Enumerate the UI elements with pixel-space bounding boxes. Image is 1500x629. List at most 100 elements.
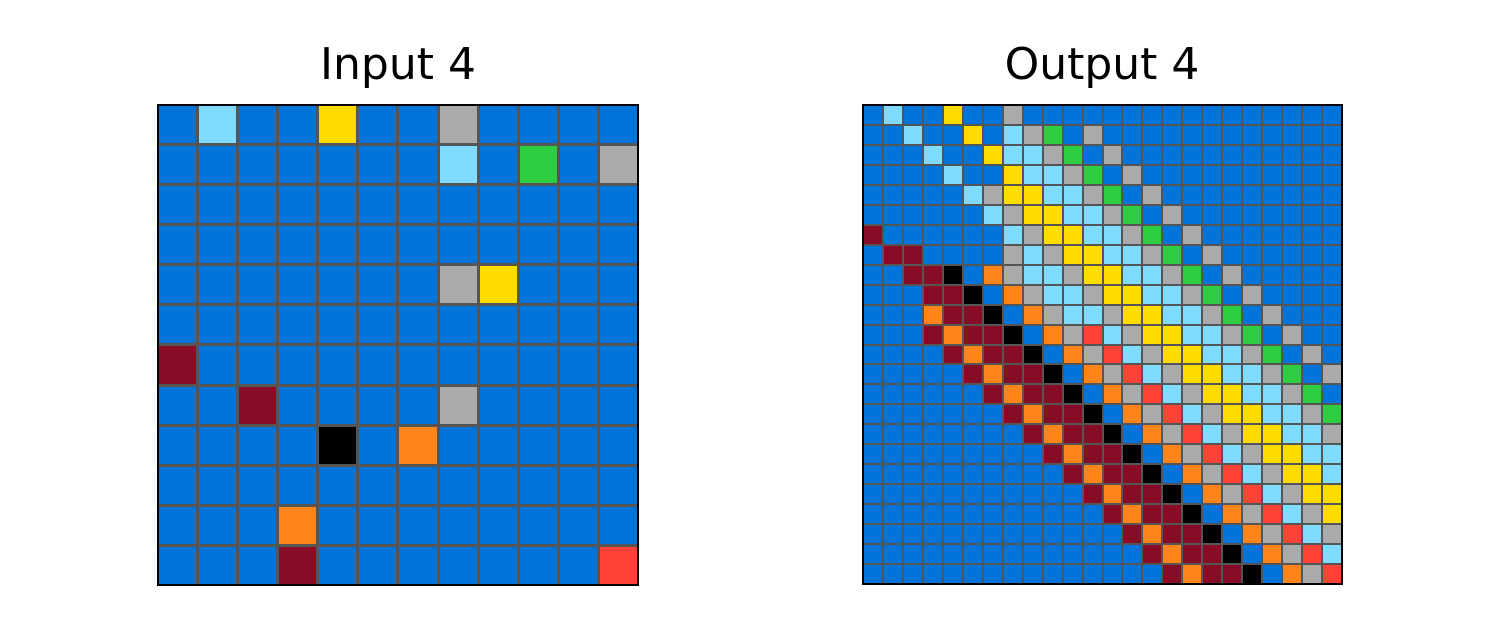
grid-cell	[519, 266, 557, 304]
grid-cell	[1203, 265, 1222, 284]
grid-cell	[1163, 445, 1182, 464]
grid-cell	[883, 145, 902, 164]
grid-cell	[1003, 185, 1022, 204]
grid-cell	[923, 565, 942, 583]
grid-cell	[1163, 285, 1182, 304]
grid-cell	[399, 306, 437, 344]
grid-cell	[883, 445, 902, 464]
grid-cell	[519, 306, 557, 344]
grid-cell	[279, 466, 317, 504]
grid-cell	[903, 265, 922, 284]
grid-cell	[1023, 345, 1042, 364]
grid-cell	[1283, 225, 1302, 244]
grid-cell	[399, 466, 437, 504]
grid-cell	[559, 506, 597, 544]
grid-cell	[883, 505, 902, 524]
grid-cell	[559, 386, 597, 424]
grid-cell	[1103, 145, 1122, 164]
grid-cell	[903, 225, 922, 244]
grid-cell	[963, 505, 982, 524]
grid-cell	[1123, 445, 1142, 464]
grid-cell	[1083, 106, 1102, 124]
grid-cell	[239, 226, 277, 264]
grid-cell	[1143, 145, 1162, 164]
grid-cell	[1063, 125, 1082, 144]
grid-cell	[1263, 265, 1282, 284]
grid-cell	[883, 265, 902, 284]
grid-cell	[983, 325, 1002, 344]
grid-cell	[963, 285, 982, 304]
grid-cell	[1083, 325, 1102, 344]
grid-cell	[1203, 285, 1222, 304]
grid-cell	[1003, 245, 1022, 264]
grid-cell	[559, 346, 597, 384]
grid-cell	[1103, 125, 1122, 144]
grid-cell	[239, 426, 277, 464]
grid-cell	[1143, 245, 1162, 264]
grid-cell	[923, 385, 942, 404]
grid-cell	[1283, 305, 1302, 324]
grid-cell	[1243, 205, 1262, 224]
grid-cell	[359, 266, 397, 304]
grid-cell	[983, 225, 1002, 244]
grid-cell	[883, 385, 902, 404]
grid-cell	[1183, 365, 1202, 384]
grid-cell	[1183, 265, 1202, 284]
grid-cell	[1023, 565, 1042, 583]
grid-cell	[1103, 565, 1122, 583]
grid-cell	[1043, 245, 1062, 264]
grid-cell	[559, 186, 597, 224]
grid-cell	[1303, 525, 1322, 544]
grid-cell	[1023, 445, 1042, 464]
grid-cell	[439, 306, 477, 344]
grid-cell	[1063, 185, 1082, 204]
grid-cell	[1043, 285, 1062, 304]
grid-cell	[479, 266, 517, 304]
grid-cell	[479, 146, 517, 184]
grid-cell	[1323, 565, 1341, 583]
grid-cell	[903, 185, 922, 204]
grid-cell	[599, 266, 637, 304]
grid-cell	[943, 285, 962, 304]
grid-cell	[883, 245, 902, 264]
grid-cell	[963, 485, 982, 504]
grid-cell	[983, 145, 1002, 164]
grid-cell	[1323, 485, 1341, 504]
grid-cell	[923, 365, 942, 384]
grid-cell	[1183, 485, 1202, 504]
grid-cell	[1003, 405, 1022, 424]
grid-cell	[1163, 185, 1182, 204]
grid-cell	[1263, 165, 1282, 184]
grid-cell	[1163, 345, 1182, 364]
grid-cell	[1023, 525, 1042, 544]
grid-cell	[1303, 325, 1322, 344]
grid-cell	[883, 485, 902, 504]
grid-cell	[1003, 545, 1022, 564]
grid-cell	[479, 466, 517, 504]
grid-cell	[1143, 405, 1162, 424]
grid-cell	[1143, 525, 1162, 544]
grid-cell	[1283, 125, 1302, 144]
grid-cell	[864, 205, 882, 224]
grid-cell	[1123, 245, 1142, 264]
grid-cell	[883, 285, 902, 304]
grid-cell	[1263, 505, 1282, 524]
grid-cell	[1283, 565, 1302, 583]
grid-cell	[599, 466, 637, 504]
grid-cell	[963, 345, 982, 364]
grid-cell	[1043, 465, 1062, 484]
grid-cell	[1103, 425, 1122, 444]
grid-cell	[239, 346, 277, 384]
grid-cell	[1083, 545, 1102, 564]
grid-cell	[279, 426, 317, 464]
grid-cell	[1283, 185, 1302, 204]
grid-cell	[1083, 245, 1102, 264]
grid-cell	[559, 226, 597, 264]
grid-cell	[1043, 145, 1062, 164]
grid-cell	[1303, 305, 1322, 324]
grid-cell	[439, 106, 477, 144]
grid-cell	[883, 565, 902, 583]
grid-cell	[1263, 225, 1282, 244]
grid-cell	[159, 426, 197, 464]
grid-cell	[1123, 305, 1142, 324]
